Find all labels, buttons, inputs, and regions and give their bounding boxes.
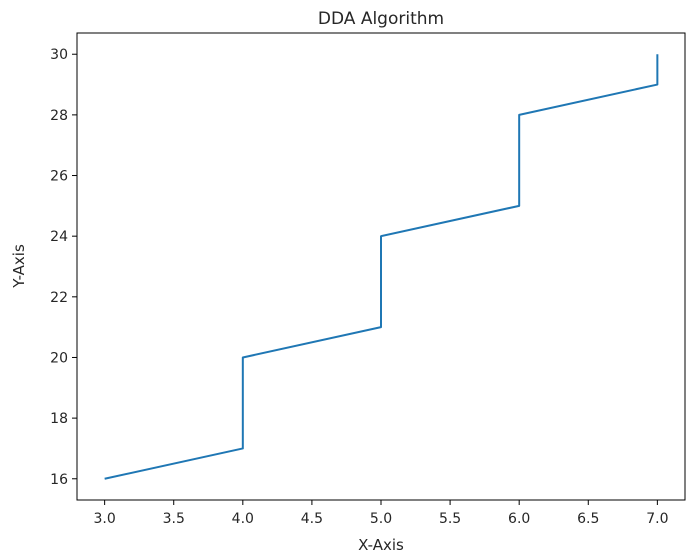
x-tick-label: 3.0	[94, 511, 116, 527]
y-tick-label: 30	[50, 47, 68, 63]
x-tick-label: 5.0	[370, 511, 392, 527]
series-layer	[104, 54, 659, 480]
plot-frame	[76, 32, 686, 501]
y-tick-label: 22	[50, 290, 68, 306]
y-tick-label: 18	[50, 411, 68, 427]
y-tick-label: 20	[50, 350, 68, 366]
series-line	[104, 54, 659, 480]
chart-title: DDA Algorithm	[318, 9, 444, 29]
x-tick-label: 4.5	[301, 511, 323, 527]
ticks-layer: 3.0 3.5 4.0 4.5 5.0 5.5 6.0 6.5 7.0 16 18 20 22 24 26 2…	[50, 47, 668, 527]
y-tick-label: 24	[50, 229, 68, 245]
y-tick-label: 28	[50, 108, 68, 124]
x-tick-label: 7.0	[646, 511, 668, 527]
x-axis-label: X-Axis	[358, 536, 404, 554]
x-tick-label: 5.5	[439, 511, 461, 527]
x-tick-label: 6.0	[508, 511, 530, 527]
x-tick-label: 4.0	[232, 511, 254, 527]
y-tick-label: 26	[50, 169, 68, 185]
x-tick-label: 3.5	[163, 511, 185, 527]
x-tick-label: 6.5	[577, 511, 599, 527]
y-axis-label: Y-Axis	[10, 244, 28, 289]
y-tick-label: 16	[50, 472, 68, 488]
